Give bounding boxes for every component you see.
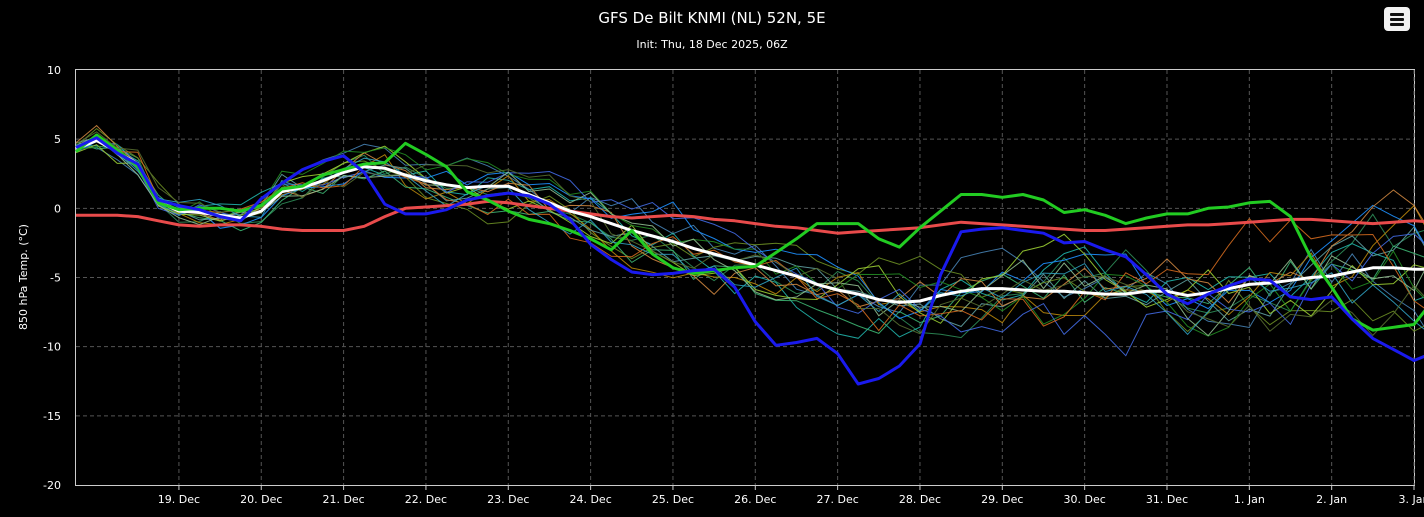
y-tick-label: -20 — [43, 479, 61, 492]
y-tick-label: 5 — [54, 133, 61, 146]
x-tick-label: 2. Jan — [1316, 493, 1347, 506]
ensemble-member-line — [75, 134, 1424, 336]
x-tick-label: 31. Dec — [1146, 493, 1188, 506]
ensemble-member-line — [75, 143, 1424, 337]
highlight-series-line — [75, 139, 1424, 304]
menu-button[interactable] — [1384, 7, 1410, 31]
ensemble-member-line — [75, 136, 1424, 328]
highlight-series — [75, 133, 1424, 386]
ensemble-member-line — [75, 135, 1424, 337]
chart-subtitle: Init: Thu, 18 Dec 2025, 06Z — [636, 38, 788, 51]
x-tick-label: 24. Dec — [569, 493, 611, 506]
ensemble-members — [75, 124, 1424, 357]
ensemble-member-line — [75, 134, 1424, 339]
chart-title: GFS De Bilt KNMI (NL) 52N, 5E — [598, 9, 825, 27]
x-tick-label: 30. Dec — [1064, 493, 1106, 506]
y-tick-label: -5 — [50, 272, 61, 285]
ensemble-member-line — [75, 135, 1424, 332]
x-tick-label: 20. Dec — [240, 493, 282, 506]
y-axis-title: 850 hPa Temp. (°C) — [17, 224, 30, 330]
menu-icon-bar — [1390, 18, 1404, 21]
highlight-series-line — [75, 136, 1424, 386]
x-tick-label: 19. Dec — [158, 493, 200, 506]
highlight-series-line — [76, 199, 1424, 235]
plot-border — [75, 69, 1415, 486]
y-tick-label: -15 — [43, 410, 61, 423]
x-tick-label: 21. Dec — [322, 493, 364, 506]
x-tick-label: 28. Dec — [899, 493, 941, 506]
x-tick-label: 26. Dec — [734, 493, 776, 506]
ensemble-member-line — [75, 139, 1424, 324]
menu-icon — [1390, 13, 1404, 16]
y-tick-labels: 10 5 0 -5 -10 -15 -20 — [43, 64, 61, 492]
x-tick-label: 22. Dec — [405, 493, 447, 506]
x-tick-label: 29. Dec — [981, 493, 1023, 506]
x-tick-label: 3. Jan — [1399, 493, 1424, 506]
ensemble-member-line — [75, 131, 1424, 337]
y-tick-label: 0 — [54, 202, 61, 215]
y-tick-label: 10 — [47, 64, 61, 77]
x-tick-labels: 19. Dec 20. Dec 21. Dec 22. Dec 23. Dec 24. D… — [158, 493, 1424, 506]
x-tick-label: 23. Dec — [487, 493, 529, 506]
menu-icon-bar — [1390, 23, 1404, 26]
y-tick-label: -10 — [43, 341, 61, 354]
x-tick-label: 27. Dec — [816, 493, 858, 506]
x-tick-label: 1. Jan — [1234, 493, 1265, 506]
highlight-series-line — [75, 133, 1424, 332]
x-tick-label: 25. Dec — [652, 493, 694, 506]
ensemble-member-line — [75, 141, 1424, 334]
grid-layer — [76, 70, 1415, 490]
ensemble-member-line — [75, 124, 1424, 308]
